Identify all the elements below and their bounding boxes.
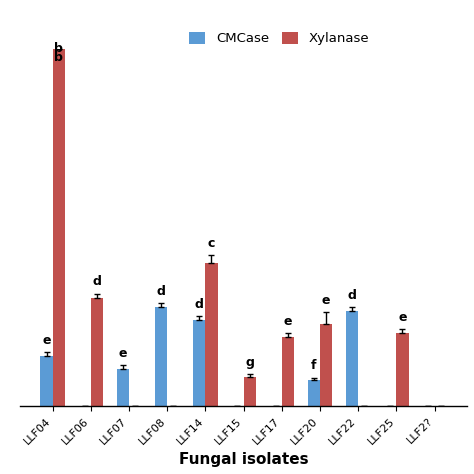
Bar: [193, 320, 205, 406]
Text: b: b: [55, 42, 63, 55]
Text: b: b: [55, 51, 63, 64]
Text: e: e: [398, 311, 407, 324]
Bar: [155, 307, 167, 406]
Bar: [117, 369, 129, 406]
Legend: CMCase, Xylanase: CMCase, Xylanase: [184, 27, 374, 50]
Text: e: e: [42, 334, 51, 346]
Bar: [396, 333, 409, 406]
Text: f: f: [311, 359, 317, 373]
Bar: [282, 337, 294, 406]
Text: d: d: [92, 275, 101, 288]
Bar: [53, 48, 65, 406]
Text: e: e: [283, 315, 292, 328]
Bar: [244, 377, 256, 406]
Bar: [205, 263, 218, 406]
Text: g: g: [245, 356, 254, 369]
Bar: [308, 380, 320, 406]
Text: d: d: [347, 289, 356, 301]
Bar: [346, 311, 358, 406]
Text: e: e: [322, 294, 330, 307]
Text: e: e: [118, 347, 127, 360]
Text: d: d: [156, 284, 165, 298]
Bar: [320, 324, 332, 406]
Bar: [91, 298, 103, 406]
Bar: [40, 356, 53, 406]
Text: d: d: [195, 298, 204, 311]
X-axis label: Fungal isolates: Fungal isolates: [179, 452, 309, 467]
Text: c: c: [208, 237, 215, 250]
